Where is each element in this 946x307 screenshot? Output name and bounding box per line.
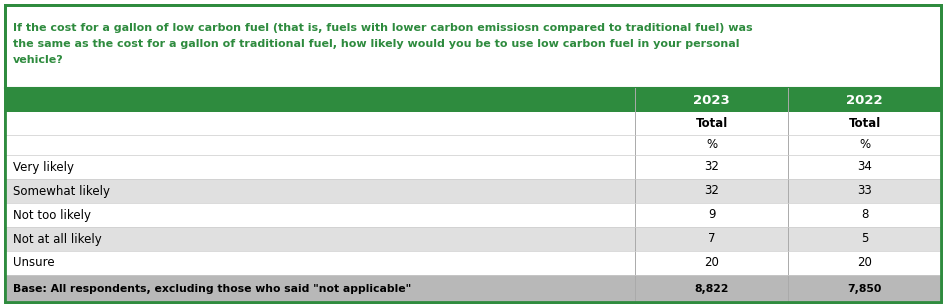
Bar [5,275,941,302]
Text: vehicle?: vehicle? [13,55,63,65]
Text: the same as the cost for a gallon of traditional fuel, how likely would you be t: the same as the cost for a gallon of tra… [13,39,740,49]
Text: Somewhat likely: Somewhat likely [13,185,110,197]
Text: 34: 34 [857,161,872,173]
Bar [5,135,941,155]
Text: Not at all likely: Not at all likely [13,232,102,246]
Bar [5,5,941,88]
Text: 20: 20 [857,257,872,270]
Text: 7,850: 7,850 [848,283,882,293]
Text: 32: 32 [704,161,719,173]
Bar [5,112,941,135]
Text: 7: 7 [708,232,715,246]
Text: 9: 9 [708,208,715,221]
Bar [5,155,941,179]
Bar [5,88,941,112]
Text: 5: 5 [861,232,868,246]
Bar [5,179,941,203]
Text: Total: Total [849,117,881,130]
Bar [5,227,941,251]
Text: 8: 8 [861,208,868,221]
Text: Not too likely: Not too likely [13,208,91,221]
Text: Unsure: Unsure [13,257,55,270]
Text: Very likely: Very likely [13,161,74,173]
Text: %: % [706,138,717,151]
Text: 32: 32 [704,185,719,197]
Bar [5,251,941,275]
Text: Total: Total [695,117,727,130]
Text: If the cost for a gallon of low carbon fuel (that is, fuels with lower carbon em: If the cost for a gallon of low carbon f… [13,23,753,33]
Text: 33: 33 [857,185,872,197]
Text: 8,822: 8,822 [694,283,728,293]
Text: 2022: 2022 [846,94,883,107]
Text: 2023: 2023 [693,94,730,107]
Text: %: % [859,138,870,151]
Bar [5,203,941,227]
Text: 20: 20 [704,257,719,270]
Text: Base: All respondents, excluding those who said "not applicable": Base: All respondents, excluding those w… [13,283,412,293]
